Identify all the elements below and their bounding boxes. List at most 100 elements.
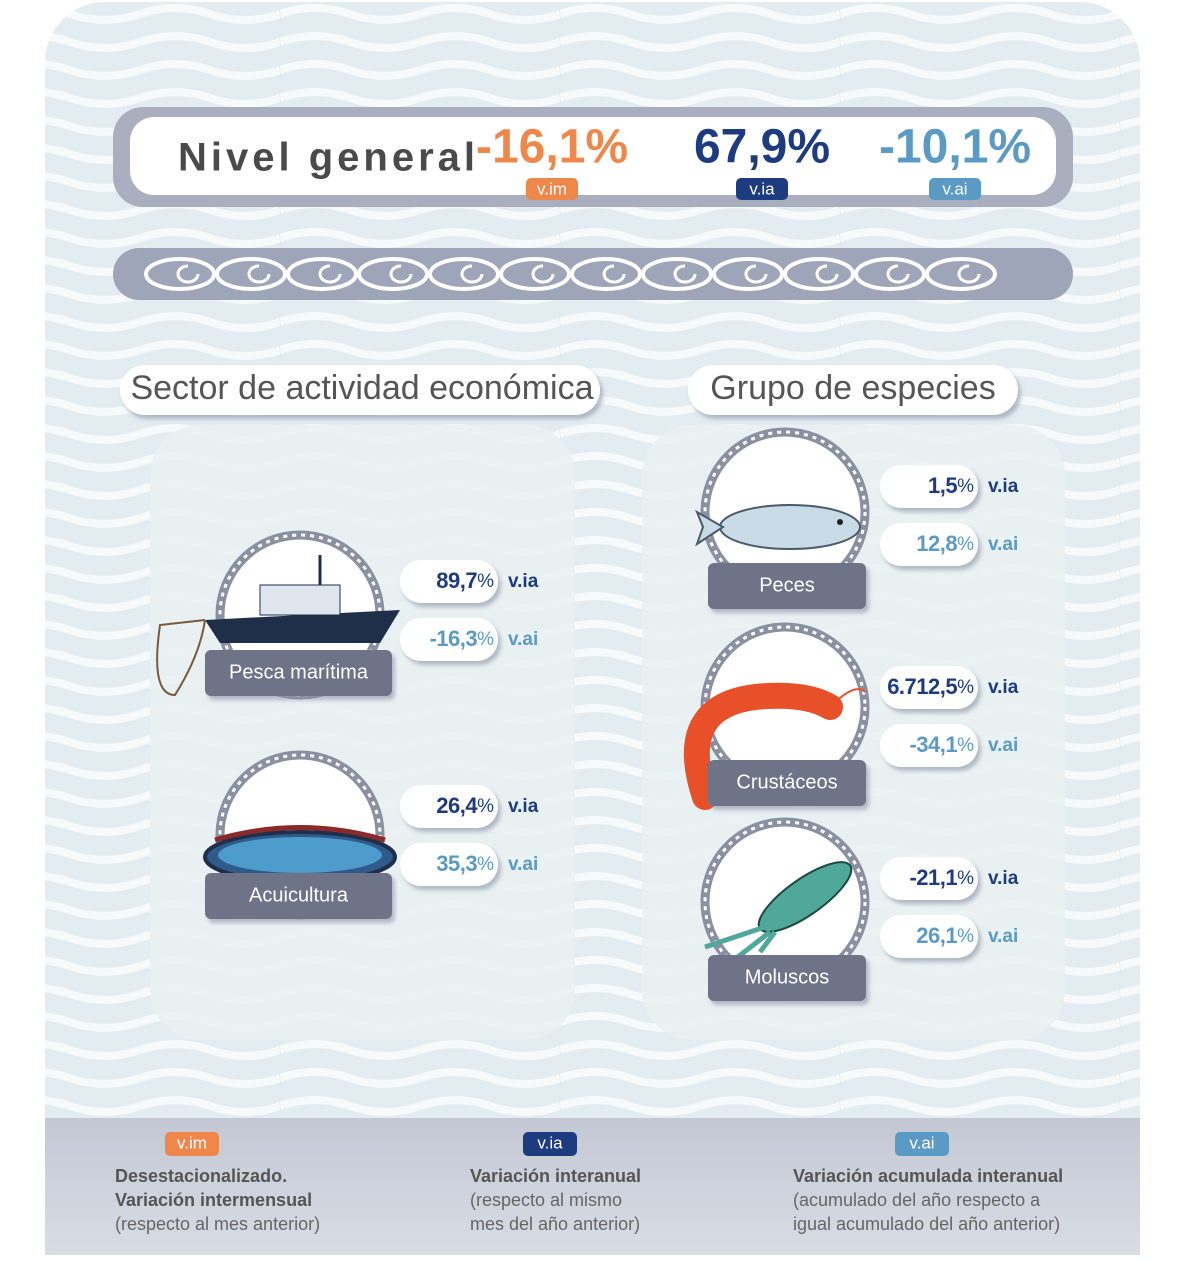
metric-number: 1,5 <box>928 473 957 498</box>
tag-label: v.ai <box>909 1133 934 1152</box>
label-box <box>708 760 866 806</box>
metric-tag: v.ai <box>508 629 538 650</box>
legend-text: (respecto al mismo <box>470 1190 622 1210</box>
metric-value: 89,7% <box>436 568 494 593</box>
section-title: Sector de actividad económica <box>130 369 593 407</box>
metric-value: 26,4% <box>436 793 494 818</box>
icon <box>694 509 725 547</box>
chain-link <box>783 257 855 291</box>
metric-unit: % <box>957 868 974 889</box>
chain-link <box>499 257 571 291</box>
metric-value: -21,1% <box>909 865 974 890</box>
legend-band <box>45 1118 1140 1255</box>
chain-link <box>144 257 216 291</box>
chain-swirl <box>673 264 697 284</box>
metric-tag: v.ia <box>988 677 1019 698</box>
icon <box>837 519 843 525</box>
label-box <box>205 650 392 696</box>
header-title: Nivel general <box>178 136 479 180</box>
tag-label: v.ia <box>537 1133 563 1152</box>
legend-text: igual acumulado del año anterior) <box>793 1214 1060 1234</box>
tag-label: v.im <box>177 1133 207 1152</box>
metric-pill <box>400 785 498 828</box>
header-value: 67,9% <box>694 121 830 174</box>
header-value: -16,1% <box>476 121 628 174</box>
metric-pill <box>880 523 978 566</box>
metric-value: -34,1% <box>909 732 974 757</box>
metric-unit: % <box>477 629 494 650</box>
item-label: Crustáceos <box>736 771 837 793</box>
metric-tag: v.ai <box>508 854 538 875</box>
legend-title: Variación interanual <box>470 1166 641 1186</box>
metric-value: -16,3% <box>429 626 494 651</box>
tag-label: v.im <box>537 179 567 198</box>
item-label: Pesca marítima <box>229 661 369 683</box>
legend-text: (respecto al mes anterior) <box>115 1214 320 1234</box>
tag-pill <box>736 178 788 200</box>
metric-unit: % <box>957 534 974 555</box>
metric-unit: % <box>957 735 974 756</box>
section-title-pill <box>688 365 1018 415</box>
header-inner <box>130 117 1056 195</box>
tag-pill <box>523 1132 577 1156</box>
chain-link <box>428 257 500 291</box>
tag-pill <box>526 178 578 200</box>
metric-number: 89,7 <box>436 568 477 593</box>
icon <box>218 837 382 873</box>
metric-pill <box>880 666 978 709</box>
sector-panel <box>150 425 575 1040</box>
metric-tag: v.ia <box>988 868 1019 889</box>
chain-link <box>925 257 997 291</box>
metric-number: 35,3 <box>436 851 477 876</box>
rope-twist <box>703 625 867 789</box>
icon <box>214 825 386 843</box>
metric-tag: v.ai <box>988 735 1018 756</box>
chain-link <box>286 257 358 291</box>
rope-twist <box>218 753 382 917</box>
metric-value: 6.712,5% <box>887 674 974 699</box>
metric-pill <box>880 724 978 767</box>
section-title-pill <box>120 365 600 415</box>
chain-swirl <box>247 264 271 284</box>
metric-pill <box>880 915 978 958</box>
legend-text: (acumulado del año respecto a <box>793 1190 1041 1210</box>
metric-number: 12,8 <box>916 531 957 556</box>
chain-link <box>854 257 926 291</box>
chain-swirl <box>602 264 626 284</box>
chain-link <box>641 257 713 291</box>
icon <box>683 682 843 810</box>
item-label: Acuicultura <box>249 884 349 906</box>
legend-title: Desestacionalizado. <box>115 1166 287 1186</box>
icon <box>719 504 861 550</box>
metric-tag: v.ai <box>988 534 1018 555</box>
chain-swirl <box>176 264 200 284</box>
metric-unit: % <box>957 476 974 497</box>
icon <box>156 619 206 697</box>
metric-number: 26,4 <box>436 793 478 818</box>
section-title: Grupo de especies <box>710 369 995 407</box>
metric-value: 1,5% <box>928 473 974 498</box>
chain-swirl <box>815 264 839 284</box>
label-box <box>708 563 866 609</box>
tag-label: v.ia <box>749 179 775 198</box>
legend-title: Variación acumulada interanual <box>793 1166 1063 1186</box>
metric-pill <box>400 560 498 603</box>
chain-swirl <box>389 264 413 284</box>
chain-swirl <box>460 264 484 284</box>
tag-pill <box>929 178 981 200</box>
chain-swirl <box>886 264 910 284</box>
metric-pill <box>400 843 498 886</box>
metric-unit: % <box>957 926 974 947</box>
metric-number: 26,1 <box>916 923 957 948</box>
tag-label: v.ai <box>942 179 967 198</box>
chain-swirl <box>318 264 342 284</box>
tag-pill <box>895 1132 949 1156</box>
item-label: Moluscos <box>745 966 829 988</box>
chain-swirl <box>744 264 768 284</box>
metric-tag: v.ia <box>508 796 539 817</box>
icon <box>829 688 866 708</box>
chain-swirl <box>957 264 981 284</box>
metric-number: 6.712,5 <box>887 674 957 699</box>
